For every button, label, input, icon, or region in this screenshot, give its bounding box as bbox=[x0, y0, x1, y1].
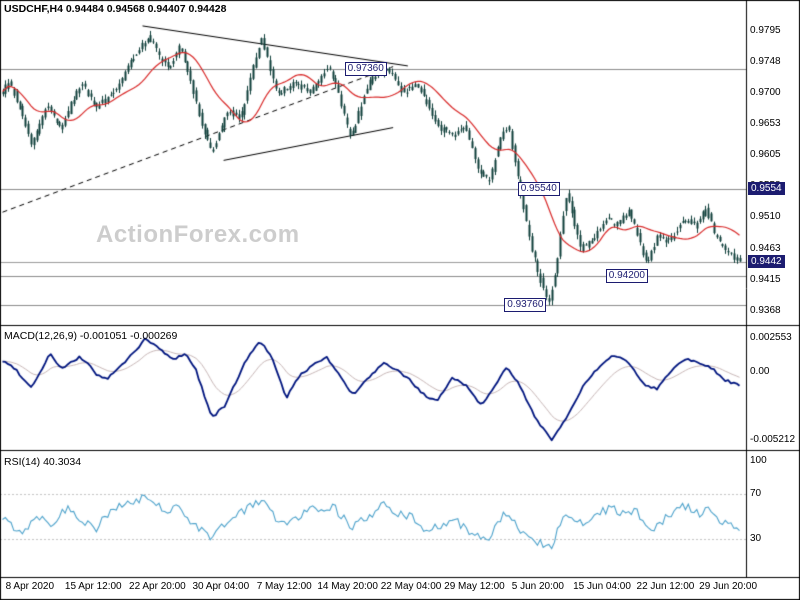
main-price-tick: 0.9795 bbox=[750, 24, 781, 36]
main-price-tick: 0.9510 bbox=[750, 211, 781, 223]
price-level-box[interactable]: 0.93760 bbox=[504, 298, 547, 313]
price-axis-badge: 0.9442 bbox=[748, 254, 785, 268]
main-price-tick: 0.9605 bbox=[750, 149, 781, 161]
price-axis-badge: 0.9554 bbox=[748, 181, 785, 195]
time-axis-label: 22 Apr 20:00 bbox=[129, 581, 186, 592]
time-axis-label: 7 May 12:00 bbox=[256, 581, 312, 592]
time-axis-label: 8 Apr 2020 bbox=[5, 581, 55, 592]
time-axis-label: 29 May 12:00 bbox=[444, 581, 505, 592]
symbol-ohlc-label: USDCHF,H4 0.94484 0.94568 0.94407 0.9442… bbox=[4, 3, 227, 15]
rsi-value-tick: 100 bbox=[750, 454, 767, 466]
macd-indicator-label: MACD(12,26,9) -0.001051 -0.000269 bbox=[4, 330, 178, 342]
main-price-tick: 0.9653 bbox=[750, 117, 781, 129]
time-axis-label: 15 Apr 12:00 bbox=[64, 581, 122, 592]
main-price-tick: 0.9700 bbox=[750, 86, 781, 98]
time-axis-label: 22 May 04:00 bbox=[380, 581, 442, 592]
time-axis-label: 29 Jun 20:00 bbox=[699, 581, 758, 592]
rsi-indicator-label: RSI(14) 40.3034 bbox=[4, 456, 82, 468]
price-level-box[interactable]: 0.95540 bbox=[517, 181, 560, 196]
watermark: ActionForex.com bbox=[96, 221, 300, 248]
main-price-tick: 0.9415 bbox=[750, 273, 781, 285]
main-price-tick: 0.9748 bbox=[750, 55, 781, 67]
time-axis-label: 15 Jun 04:00 bbox=[573, 581, 631, 592]
time-axis-label: 22 Jun 12:00 bbox=[636, 581, 695, 592]
rsi-value-tick: 70 bbox=[750, 488, 762, 500]
macd-value-tick: 0.00 bbox=[750, 365, 770, 377]
main-price-tick: 0.9463 bbox=[750, 242, 781, 254]
time-axis-label: 5 Jun 20:00 bbox=[511, 581, 564, 592]
price-level-box[interactable]: 0.94200 bbox=[605, 269, 648, 284]
time-axis-label: 30 Apr 04:00 bbox=[192, 581, 250, 592]
price-level-box[interactable]: 0.97360 bbox=[344, 62, 387, 77]
macd-value-tick: -0.005212 bbox=[750, 433, 796, 445]
time-axis-label: 14 May 20:00 bbox=[317, 581, 378, 592]
rsi-value-tick: 30 bbox=[750, 533, 762, 545]
main-price-tick: 0.9368 bbox=[750, 304, 781, 316]
macd-value-tick: 0.002553 bbox=[750, 332, 792, 344]
